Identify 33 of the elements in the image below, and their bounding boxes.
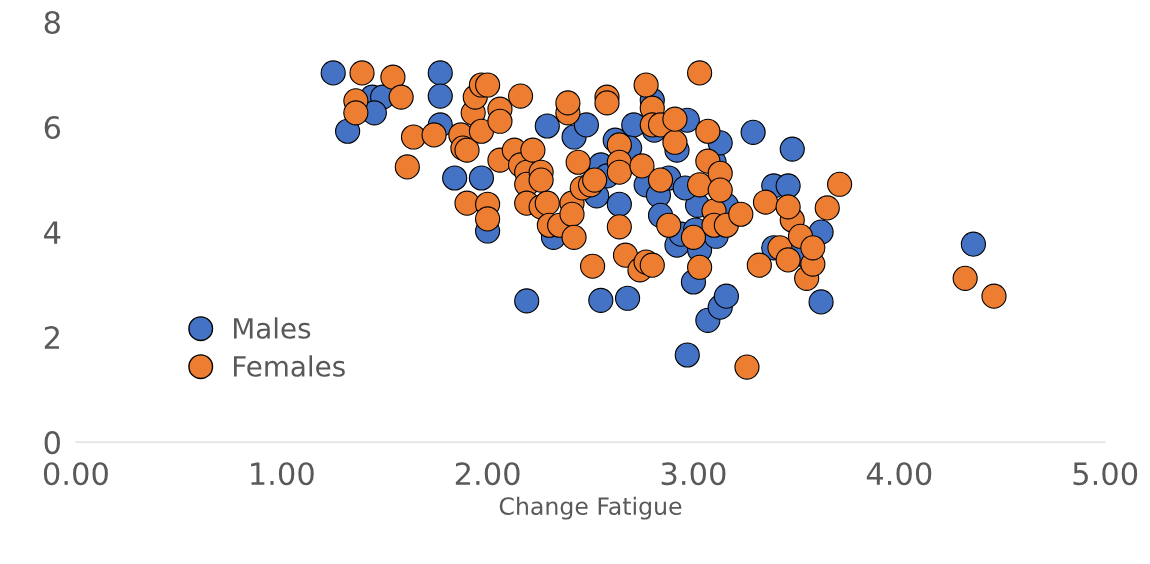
point xyxy=(606,191,632,217)
point xyxy=(779,136,805,162)
point xyxy=(713,283,739,309)
x-tick-label: 1.00 xyxy=(251,462,314,486)
y-tick-label: 8 xyxy=(44,10,60,35)
y-tick-label: 2 xyxy=(44,326,59,349)
x-tick-label: 3.00 xyxy=(661,462,726,486)
x-axis-title: Change Fatigue xyxy=(499,496,682,520)
point xyxy=(427,60,453,86)
y-tick-label: 0 xyxy=(44,431,60,455)
legend-label: Males xyxy=(234,317,311,339)
x-tick-label: 2.00 xyxy=(455,462,520,486)
point xyxy=(960,231,986,257)
point xyxy=(468,165,495,191)
x-tick-label: 5.00 xyxy=(1073,462,1138,486)
point xyxy=(808,289,834,315)
point xyxy=(614,285,641,311)
point xyxy=(427,83,453,109)
x-tick-label: 4.00 xyxy=(866,462,932,486)
point xyxy=(442,165,468,191)
point xyxy=(775,173,801,199)
point xyxy=(674,342,700,368)
point xyxy=(320,60,346,86)
point xyxy=(335,118,361,144)
legend-label: Females xyxy=(234,355,345,377)
point xyxy=(534,113,560,139)
point xyxy=(573,112,599,138)
point xyxy=(514,288,540,314)
y-tick-label: 6 xyxy=(44,115,61,140)
point xyxy=(588,287,614,313)
x-tick-label: 0.00 xyxy=(43,462,108,486)
y-tick-label: 4 xyxy=(44,221,61,244)
point xyxy=(740,119,766,145)
